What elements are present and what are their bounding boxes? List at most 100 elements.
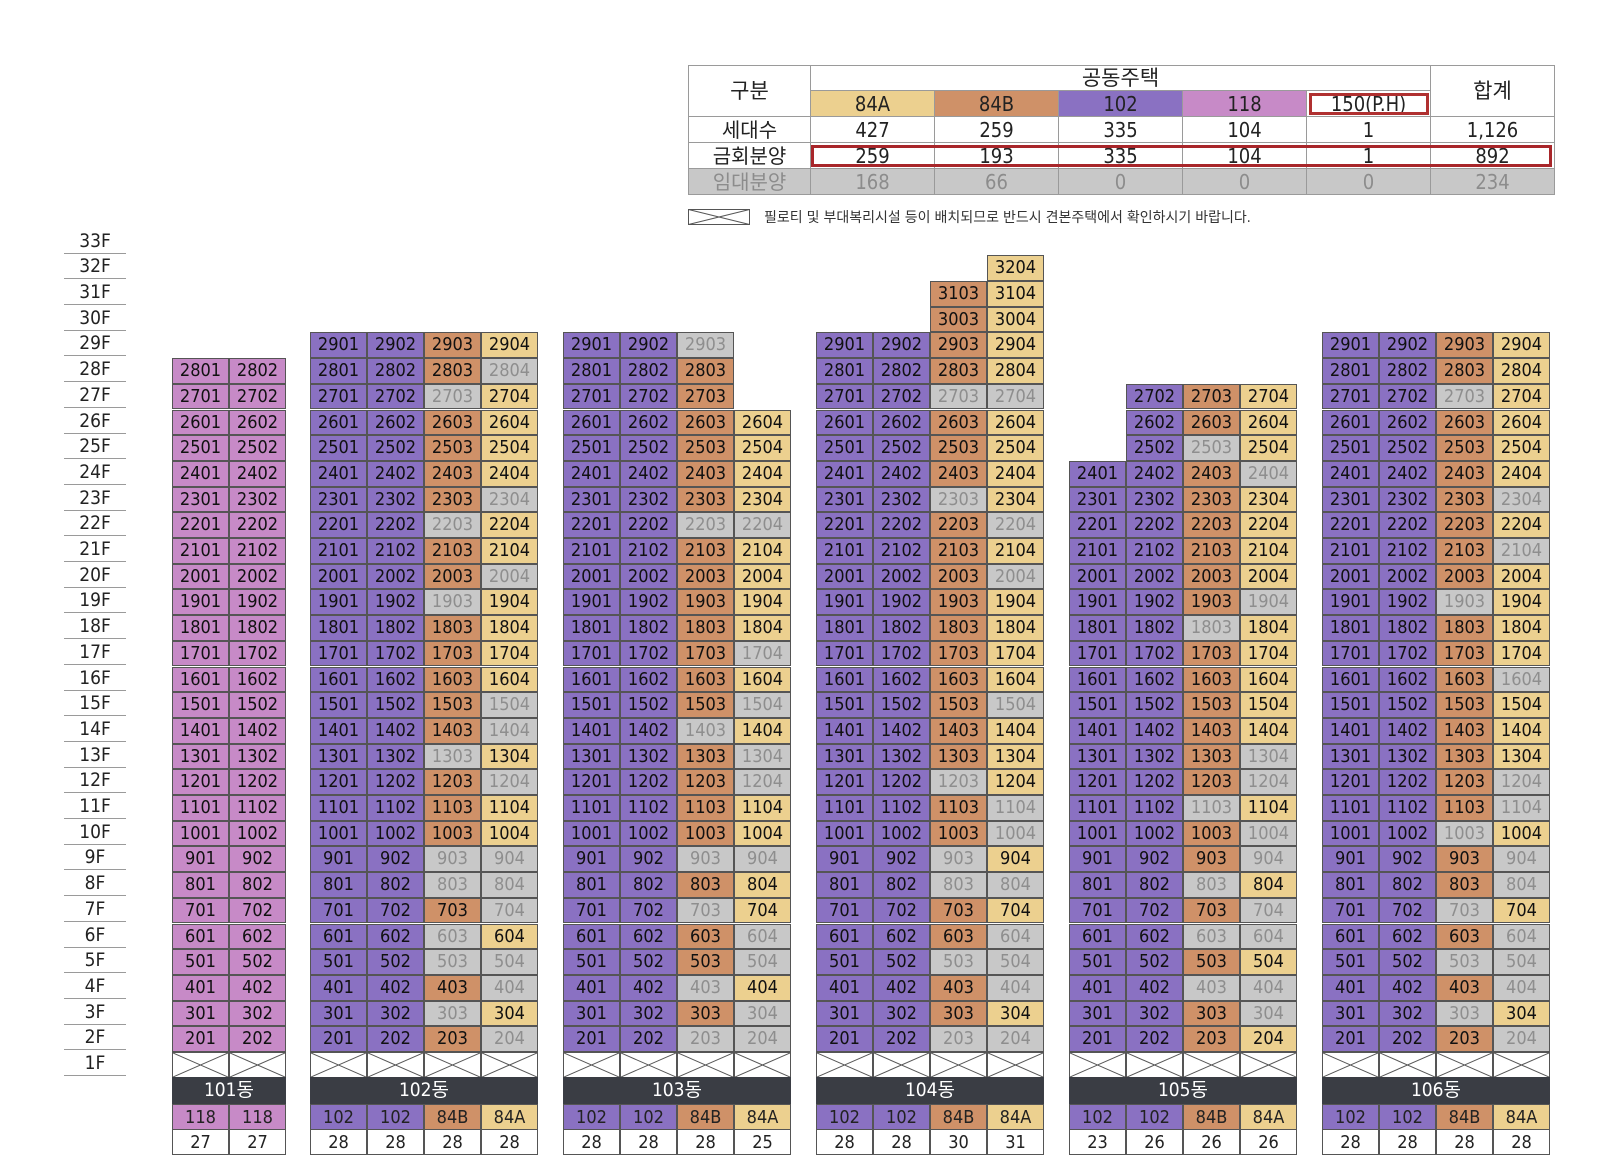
unit-103동-2901: 2901 xyxy=(563,332,620,359)
unit-103동-1602: 1602 xyxy=(620,666,677,693)
unit-104동-3204: 3204 xyxy=(987,255,1044,281)
unit-102동-1002: 1002 xyxy=(367,820,424,847)
unit-104동-603: 603 xyxy=(930,923,987,950)
unit-106동-902: 902 xyxy=(1379,846,1436,873)
unit-106동-904: 904 xyxy=(1493,846,1550,873)
unit-104동-801: 801 xyxy=(816,872,873,898)
unit-101동-1502: 1502 xyxy=(229,692,286,718)
unit-105동-1303: 1303 xyxy=(1183,743,1240,770)
unit-103동-901: 901 xyxy=(563,846,620,873)
unit-103동-2604: 2604 xyxy=(734,409,791,436)
unit-104동-1703: 1703 xyxy=(930,640,987,667)
unit-103동-1203: 1203 xyxy=(677,769,734,795)
unit-106동-204: 204 xyxy=(1493,1026,1550,1052)
unit-101동-1002: 1002 xyxy=(229,820,286,847)
unit-102동-2503: 2503 xyxy=(424,435,481,461)
unit-101동-2201: 2201 xyxy=(172,512,229,538)
building-type-label: 102 xyxy=(310,1104,367,1130)
unit-106동-2801: 2801 xyxy=(1322,358,1379,384)
unit-106동-2302: 2302 xyxy=(1379,486,1436,513)
unit-103동-1904: 1904 xyxy=(734,589,791,616)
piloti-cell xyxy=(620,1052,677,1078)
unit-102동-603: 603 xyxy=(424,923,481,950)
unit-105동-2204: 2204 xyxy=(1240,512,1297,538)
unit-103동-2903: 2903 xyxy=(677,332,734,359)
unit-102동-2603: 2603 xyxy=(424,409,481,436)
unit-105동-2603: 2603 xyxy=(1183,409,1240,436)
unit-105동-1504: 1504 xyxy=(1240,692,1297,718)
unit-104동-403: 403 xyxy=(930,974,987,1001)
unit-106동-603: 603 xyxy=(1436,923,1493,950)
unit-103동-2004: 2004 xyxy=(734,563,791,590)
unit-106동-2601: 2601 xyxy=(1322,409,1379,436)
building-name: 102동 xyxy=(310,1077,538,1104)
unit-102동-402: 402 xyxy=(367,974,424,1001)
unit-104동-303: 303 xyxy=(930,1000,987,1027)
unit-104동-2201: 2201 xyxy=(816,512,873,538)
unit-102동-203: 203 xyxy=(424,1026,481,1052)
unit-104동-1201: 1201 xyxy=(816,769,873,795)
unit-102동-803: 803 xyxy=(424,872,481,898)
unit-105동-901: 901 xyxy=(1069,846,1126,873)
piloti-cross-icon xyxy=(1127,1053,1182,1077)
unit-104동-1504: 1504 xyxy=(987,692,1044,718)
unit-105동-1202: 1202 xyxy=(1126,769,1183,795)
unit-102동-2601: 2601 xyxy=(310,409,367,436)
building-name: 106동 xyxy=(1322,1077,1550,1104)
unit-106동-1704: 1704 xyxy=(1493,640,1550,667)
unit-103동-2103: 2103 xyxy=(677,538,734,564)
building-type-label: 102 xyxy=(873,1104,930,1130)
unit-102동-1202: 1202 xyxy=(367,769,424,795)
unit-105동-2403: 2403 xyxy=(1183,460,1240,487)
unit-106동-202: 202 xyxy=(1379,1026,1436,1052)
unit-106동-201: 201 xyxy=(1322,1026,1379,1052)
unit-104동-1502: 1502 xyxy=(873,692,930,718)
unit-104동-404: 404 xyxy=(987,974,1044,1001)
unit-103동-502: 502 xyxy=(620,949,677,975)
building-count-label: 28 xyxy=(1493,1129,1550,1155)
unit-102동-2001: 2001 xyxy=(310,563,367,590)
unit-104동-1102: 1102 xyxy=(873,795,930,821)
unit-103동-2701: 2701 xyxy=(563,383,620,410)
unit-105동-203: 203 xyxy=(1183,1026,1240,1052)
building-count-label: 23 xyxy=(1069,1129,1126,1155)
unit-103동-402: 402 xyxy=(620,974,677,1001)
unit-106동-403: 403 xyxy=(1436,974,1493,1001)
unit-101동-2802: 2802 xyxy=(229,358,286,384)
unit-103동-1204: 1204 xyxy=(734,769,791,795)
unit-106동-1702: 1702 xyxy=(1379,640,1436,667)
unit-104동-601: 601 xyxy=(816,923,873,950)
unit-102동-1402: 1402 xyxy=(367,717,424,744)
building-type-label: 84B xyxy=(930,1104,987,1130)
building-type-label: 84B xyxy=(424,1104,481,1130)
floor-label: 26F xyxy=(64,409,126,434)
piloti-cross-icon xyxy=(1437,1053,1492,1077)
floor-label: 33F xyxy=(64,229,126,254)
unit-101동-2301: 2301 xyxy=(172,486,229,513)
unit-105동-1304: 1304 xyxy=(1240,743,1297,770)
unit-104동-802: 802 xyxy=(873,872,930,898)
unit-103동-2302: 2302 xyxy=(620,486,677,513)
unit-102동-1103: 1103 xyxy=(424,795,481,821)
unit-102동-704: 704 xyxy=(481,897,538,924)
unit-105동-2103: 2103 xyxy=(1183,538,1240,564)
unit-106동-2903: 2903 xyxy=(1436,332,1493,359)
type-84A: 84A xyxy=(810,90,935,117)
unit-104동-2301: 2301 xyxy=(816,486,873,513)
unit-106동-2201: 2201 xyxy=(1322,512,1379,538)
unit-105동-2602: 2602 xyxy=(1126,409,1183,436)
piloti-cross-icon xyxy=(173,1053,228,1077)
unit-105동-902: 902 xyxy=(1126,846,1183,873)
unit-101동-402: 402 xyxy=(229,974,286,1001)
unit-106동-802: 802 xyxy=(1379,872,1436,898)
unit-106동-2901: 2901 xyxy=(1322,332,1379,359)
cell-total: 234 xyxy=(1430,168,1555,195)
unit-101동-602: 602 xyxy=(229,923,286,950)
unit-103동-2001: 2001 xyxy=(563,563,620,590)
unit-101동-1402: 1402 xyxy=(229,717,286,744)
unit-105동-1902: 1902 xyxy=(1126,589,1183,616)
unit-106동-2603: 2603 xyxy=(1436,409,1493,436)
piloti-cell xyxy=(424,1052,481,1078)
unit-105동-803: 803 xyxy=(1183,872,1240,898)
unit-106동-2701: 2701 xyxy=(1322,383,1379,410)
